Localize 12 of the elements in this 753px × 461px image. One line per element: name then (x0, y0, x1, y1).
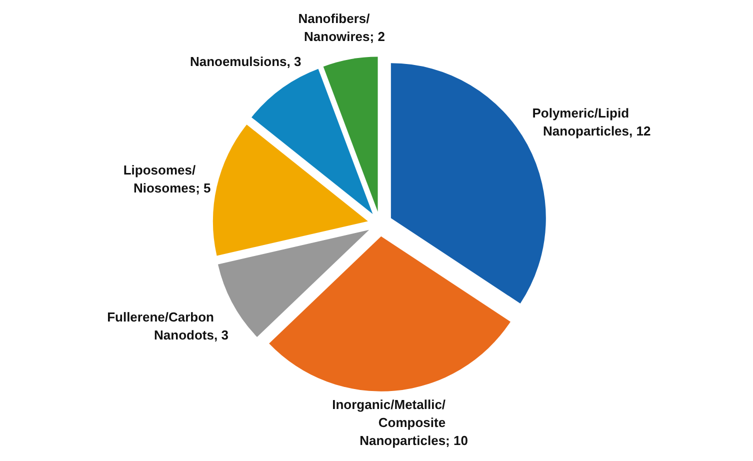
slice-label: Liposomes/Niosomes (123, 162, 196, 196)
slice-label: Nanofibers/Nanowires (298, 10, 370, 44)
data-label: , 3 (214, 328, 228, 343)
data-label: ; 2 (370, 28, 385, 44)
data-label: , 3 (286, 54, 302, 70)
data-label: ; 5 (196, 180, 211, 196)
slice-label: Polymeric/Lipid Nanoparticles (532, 105, 630, 138)
slice-label: Nanoemulsions (190, 54, 287, 70)
slice-label: Inorganic/Metallic/Composite Nanoparticles (332, 396, 446, 448)
slice-label: Fullerene/Carbon Nanodots (107, 310, 214, 343)
data-label: , 12 (629, 123, 651, 138)
data-label: ; 10 (446, 432, 468, 448)
